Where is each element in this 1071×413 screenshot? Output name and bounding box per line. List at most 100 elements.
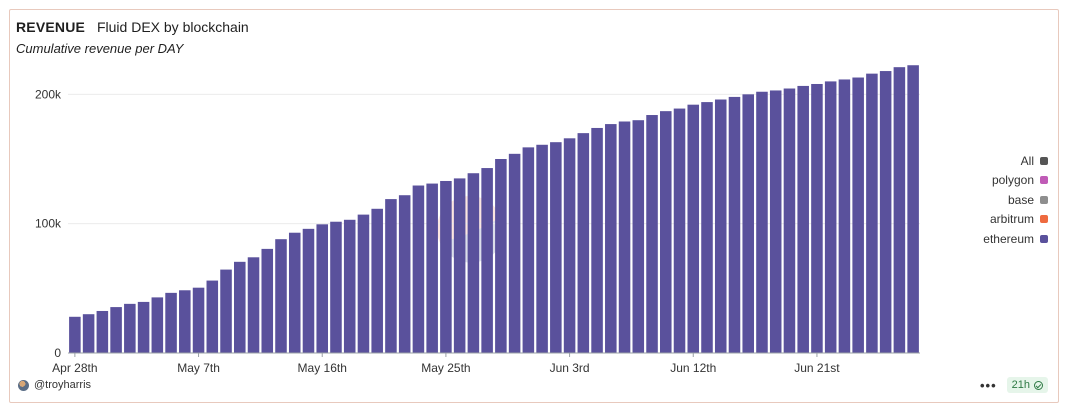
x-tick-label: Jun 12th (670, 361, 716, 375)
chart-title: REVENUE Fluid DEX by blockchain (16, 19, 249, 35)
bar-15 (275, 239, 287, 353)
y-tick-label: 200k (35, 87, 62, 101)
bar-1 (82, 314, 95, 353)
bar-10 (206, 280, 219, 353)
bar-9 (192, 287, 205, 353)
bar-12 (234, 261, 246, 353)
bar-29 (467, 173, 480, 353)
chart-title-sub: Fluid DEX by blockchain (96, 19, 249, 35)
bar-41 (632, 120, 645, 353)
chart-card: REVENUE Fluid DEX by blockchain Cumulati… (9, 9, 1059, 403)
y-tick-label: 100k (35, 217, 62, 231)
bar-26 (426, 183, 438, 353)
bar-5 (137, 301, 150, 353)
bar-13 (247, 257, 260, 353)
bar-7 (165, 292, 177, 353)
bar-2 (96, 310, 109, 353)
legend-swatch (1040, 234, 1048, 243)
bar-58 (866, 73, 878, 353)
bar-51 (769, 90, 782, 353)
bar-4 (124, 303, 136, 353)
bar-55 (824, 81, 837, 354)
legend-swatch (1040, 215, 1048, 224)
bar-47 (714, 99, 727, 353)
avatar (18, 379, 29, 391)
bar-18 (316, 224, 328, 353)
bar-21 (357, 214, 370, 353)
legend-label: base (1007, 192, 1034, 207)
bar-25 (412, 185, 425, 353)
check-circle-icon (1034, 380, 1043, 390)
chart-legend: All polygon base arbitrum ethereum (928, 151, 1048, 249)
bar-46 (701, 102, 713, 354)
bar-35 (550, 142, 562, 353)
bar-60 (893, 67, 906, 353)
bar-43 (660, 111, 672, 353)
x-tick-label: May 25th (421, 361, 470, 375)
bar-16 (288, 232, 301, 353)
bar-23 (385, 199, 397, 353)
bar-22 (371, 208, 383, 353)
footer-actions: ••• 21h (980, 377, 1048, 393)
bar-49 (742, 94, 754, 353)
bar-59 (879, 71, 892, 353)
bar-53 (797, 85, 809, 353)
bar-39 (605, 124, 617, 353)
bar-48 (728, 96, 741, 354)
bar-33 (522, 147, 535, 353)
bar-38 (591, 127, 603, 354)
bar-11 (220, 269, 232, 353)
bar-52 (783, 88, 796, 353)
legend-label: All (1020, 153, 1034, 168)
bar-57 (852, 77, 864, 354)
bar-28 (453, 178, 466, 353)
legend-swatch (1040, 195, 1048, 204)
bar-37 (577, 133, 590, 353)
legend-swatch (1040, 176, 1048, 185)
refresh-time: 21h (1011, 379, 1030, 391)
x-tick-label: Jun 3rd (550, 361, 590, 375)
bar-3 (110, 307, 122, 353)
bar-30 (481, 168, 493, 353)
legend-label: polygon (991, 173, 1034, 188)
bar-19 (330, 221, 342, 353)
bar-0 (69, 316, 81, 353)
legend-item-base[interactable]: base (928, 190, 1048, 210)
bar-8 (179, 290, 191, 353)
bar-44 (673, 108, 686, 353)
bar-chart: 0 100k 200k Apr 28th May 7th May 16th May 25th… (35, 65, 920, 375)
bar-27 (440, 180, 452, 353)
chart-title-main: REVENUE (16, 19, 86, 35)
author-name[interactable]: @troyharris (34, 379, 92, 391)
legend-item-ethereum[interactable]: ethereum (928, 229, 1048, 249)
bar-24 (398, 195, 411, 353)
x-tick-label: Jun 21st (794, 361, 840, 375)
legend-item-All[interactable]: All (928, 151, 1048, 171)
x-tick-label: May 16th (298, 361, 347, 375)
legend-item-polygon[interactable]: polygon (928, 171, 1048, 191)
bar-20 (343, 219, 356, 353)
bar-42 (646, 115, 658, 353)
bar-14 (261, 248, 274, 353)
bar-61 (907, 65, 919, 353)
bar-36 (563, 138, 576, 353)
legend-item-arbitrum[interactable]: arbitrum (928, 210, 1048, 230)
legend-label: arbitrum (989, 212, 1034, 227)
x-tick-label: Apr 28th (52, 361, 97, 375)
bar-40 (618, 121, 631, 353)
chart-description: Cumulative revenue per DAY (16, 41, 184, 56)
refresh-badge[interactable]: 21h (1006, 377, 1048, 393)
bar-17 (302, 228, 315, 353)
bar-32 (508, 153, 521, 353)
x-tick-label: May 7th (177, 361, 220, 375)
bar-56 (838, 79, 851, 354)
legend-label: ethereum (983, 231, 1034, 246)
author-info[interactable]: @troyharris (18, 379, 91, 391)
bar-54 (811, 83, 823, 353)
bar-34 (536, 144, 548, 353)
more-icon[interactable]: ••• (979, 377, 997, 393)
legend-swatch (1040, 156, 1048, 165)
y-tick-label: 0 (54, 346, 61, 360)
bar-31 (495, 159, 507, 353)
bar-45 (687, 104, 700, 354)
